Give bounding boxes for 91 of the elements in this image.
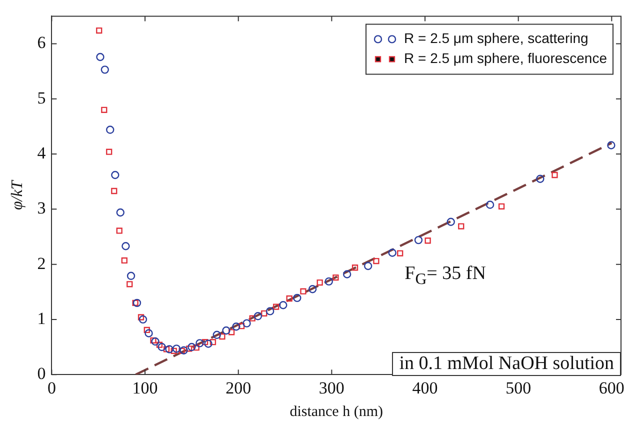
y-tick-label: 5 — [37, 88, 46, 108]
x-tick-label: 200 — [226, 378, 252, 398]
point — [170, 348, 177, 354]
point — [165, 345, 174, 354]
point — [126, 272, 136, 280]
point — [607, 141, 616, 150]
point — [96, 52, 104, 62]
point — [316, 279, 323, 286]
x-axis-title: distance h (nm) — [290, 404, 384, 420]
point — [178, 348, 185, 354]
y-tick-label: 4 — [37, 144, 46, 163]
point — [373, 258, 380, 264]
point — [156, 342, 163, 348]
point — [498, 203, 505, 210]
point — [193, 344, 200, 351]
point — [202, 338, 208, 346]
point — [138, 314, 144, 320]
point — [122, 242, 130, 250]
point — [132, 298, 142, 308]
point — [486, 200, 494, 209]
y-axis-title: φ/kT — [8, 180, 26, 210]
point — [352, 264, 358, 271]
point — [242, 319, 251, 328]
point — [261, 310, 268, 316]
point — [144, 329, 153, 338]
point — [138, 315, 148, 324]
point — [101, 106, 108, 114]
point — [232, 322, 240, 331]
point — [266, 307, 274, 316]
point — [324, 277, 333, 286]
point — [446, 218, 455, 226]
point — [186, 346, 192, 352]
point — [151, 337, 160, 346]
point — [308, 285, 317, 294]
point — [212, 330, 221, 339]
point — [158, 342, 166, 352]
point — [552, 172, 558, 178]
point — [204, 340, 212, 348]
point — [132, 300, 138, 306]
point — [424, 238, 431, 244]
point — [222, 326, 230, 335]
x-tick-label: 500 — [506, 378, 532, 398]
point — [364, 262, 372, 270]
point — [180, 346, 188, 354]
point — [100, 66, 109, 74]
x-tick-label: 100 — [132, 378, 158, 398]
point — [121, 257, 128, 264]
point — [106, 126, 114, 134]
point — [111, 170, 120, 180]
point — [300, 288, 306, 294]
y-tick-label: 0 — [37, 364, 46, 384]
x-tick-label: 300 — [318, 378, 344, 398]
point — [116, 208, 124, 217]
point — [249, 315, 256, 322]
point — [388, 248, 396, 257]
point — [342, 270, 352, 278]
point — [163, 346, 170, 352]
annotation: in 0.1 mMol NaOH solution — [392, 352, 621, 376]
y-tick-label: 3 — [37, 198, 46, 218]
point — [272, 304, 280, 310]
point — [238, 323, 245, 330]
y-tick-label: 1 — [37, 308, 46, 328]
annotation: F$_{G}$= 35 fN — [404, 263, 486, 290]
point — [150, 337, 156, 344]
point — [536, 174, 544, 183]
point — [279, 301, 288, 310]
point — [458, 223, 464, 230]
point — [172, 344, 181, 353]
point — [106, 148, 112, 155]
point — [126, 281, 133, 288]
point — [116, 228, 122, 234]
legend-label: R = 2.5 μm sphere, scattering — [404, 30, 588, 46]
point — [254, 312, 262, 320]
x-tick-label: 400 — [412, 378, 438, 398]
point — [111, 188, 118, 194]
legend-label: R = 2.5 μm sphere, fluorescence — [404, 50, 608, 66]
y-tick-label: 6 — [37, 33, 46, 52]
point — [286, 295, 292, 302]
point — [219, 333, 226, 340]
point — [188, 342, 196, 352]
point — [196, 339, 204, 348]
point — [210, 338, 216, 346]
point — [414, 236, 423, 244]
point — [397, 250, 404, 256]
x-tick-label: 600 — [598, 378, 624, 398]
point — [332, 274, 339, 281]
point — [96, 27, 102, 34]
point — [144, 326, 150, 334]
y-tick-label: 2 — [37, 254, 46, 273]
point — [293, 294, 302, 302]
point — [228, 329, 235, 336]
